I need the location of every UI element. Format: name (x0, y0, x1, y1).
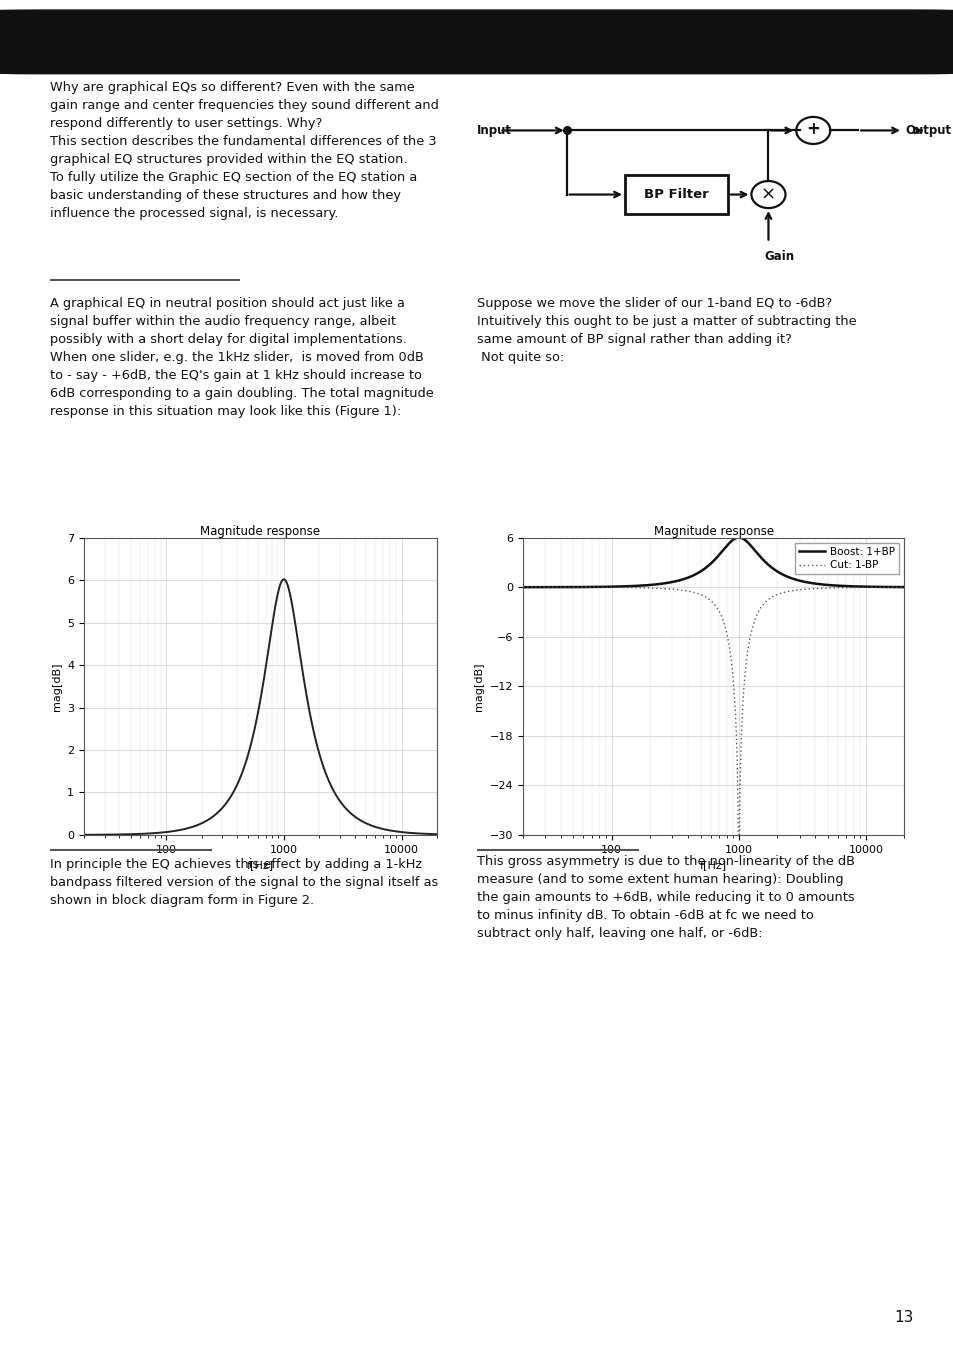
Text: +: + (805, 120, 820, 138)
Text: Input: Input (476, 124, 512, 136)
Text: ×: × (760, 185, 775, 204)
FancyBboxPatch shape (624, 174, 727, 213)
Boost: 1+BP: (44, 0.0129): 1+BP: (44, 0.0129) (560, 580, 572, 596)
Cut: 1-BP: (66.3, -0.0098): 1-BP: (66.3, -0.0098) (582, 580, 594, 596)
Boost: 1+BP: (1.75e+04, 0.0218): 1+BP: (1.75e+04, 0.0218) (890, 580, 902, 596)
Text: Why are graphical EQs so different? Even with the same
gain range and center fre: Why are graphical EQs so different? Even… (50, 81, 438, 220)
Cut: 1-BP: (44, -0.0043): 1-BP: (44, -0.0043) (560, 580, 572, 596)
Text: This gross asymmetry is due to the non-linearity of the dB
measure (and to some : This gross asymmetry is due to the non-l… (476, 855, 854, 940)
Boost: 1+BP: (999, 6.02): 1+BP: (999, 6.02) (732, 530, 743, 546)
Y-axis label: mag[dB]: mag[dB] (474, 662, 483, 711)
Boost: 1+BP: (66.3, 0.0293): 1+BP: (66.3, 0.0293) (582, 578, 594, 594)
Cut: 1-BP: (381, -0.421): 1-BP: (381, -0.421) (679, 582, 691, 598)
Text: A graphical EQ in neutral position should act just like a
signal buffer within t: A graphical EQ in neutral position shoul… (50, 297, 433, 419)
Title: Magnitude response: Magnitude response (200, 524, 320, 538)
FancyBboxPatch shape (0, 9, 953, 74)
Boost: 1+BP: (20, 0.00266): 1+BP: (20, 0.00266) (517, 580, 528, 596)
Text: BP Filter: BP Filter (643, 188, 708, 201)
Y-axis label: mag[dB]: mag[dB] (51, 662, 62, 711)
Text: Gain: Gain (763, 250, 794, 262)
Text: 13: 13 (894, 1310, 913, 1325)
Cut: 1-BP: (20, -0.000887): 1-BP: (20, -0.000887) (517, 580, 528, 596)
Cut: 1-BP: (283, -0.204): 1-BP: (283, -0.204) (662, 581, 674, 597)
Cut: 1-BP: (1.75e+04, -0.00728): 1-BP: (1.75e+04, -0.00728) (890, 580, 902, 596)
Boost: 1+BP: (283, 0.561): 1+BP: (283, 0.561) (662, 574, 674, 590)
Line: Cut: 1-BP: Cut: 1-BP (522, 588, 903, 1015)
Cut: 1-BP: (2e+04, -0.00556): 1-BP: (2e+04, -0.00556) (898, 580, 909, 596)
Cut: 1-BP: (999, -51.7): 1-BP: (999, -51.7) (732, 1006, 743, 1023)
Cut: 1-BP: (8.32e+03, -0.0329): 1-BP: (8.32e+03, -0.0329) (849, 580, 861, 596)
Legend: Boost: 1+BP, Cut: 1-BP: Boost: 1+BP, Cut: 1-BP (794, 543, 899, 574)
Text: In principle the EQ achieves this effect by adding a 1-kHz
bandpass filtered ver: In principle the EQ achieves this effect… (50, 858, 437, 907)
X-axis label: f[Hz]: f[Hz] (247, 861, 274, 870)
Text: Output: Output (904, 124, 950, 136)
Line: Boost: 1+BP: Boost: 1+BP (522, 538, 903, 588)
Title: Magnitude response: Magnitude response (653, 524, 773, 538)
Boost: 1+BP: (2e+04, 0.0166): 1+BP: (2e+04, 0.0166) (898, 580, 909, 596)
X-axis label: f[Hz]: f[Hz] (700, 861, 726, 870)
Boost: 1+BP: (8.32e+03, 0.0971): 1+BP: (8.32e+03, 0.0971) (849, 578, 861, 594)
Boost: 1+BP: (381, 1.06): 1+BP: (381, 1.06) (679, 570, 691, 586)
Text: Suppose we move the slider of our 1-band EQ to -6dB?
Intuitively this ought to b: Suppose we move the slider of our 1-band… (476, 297, 856, 365)
